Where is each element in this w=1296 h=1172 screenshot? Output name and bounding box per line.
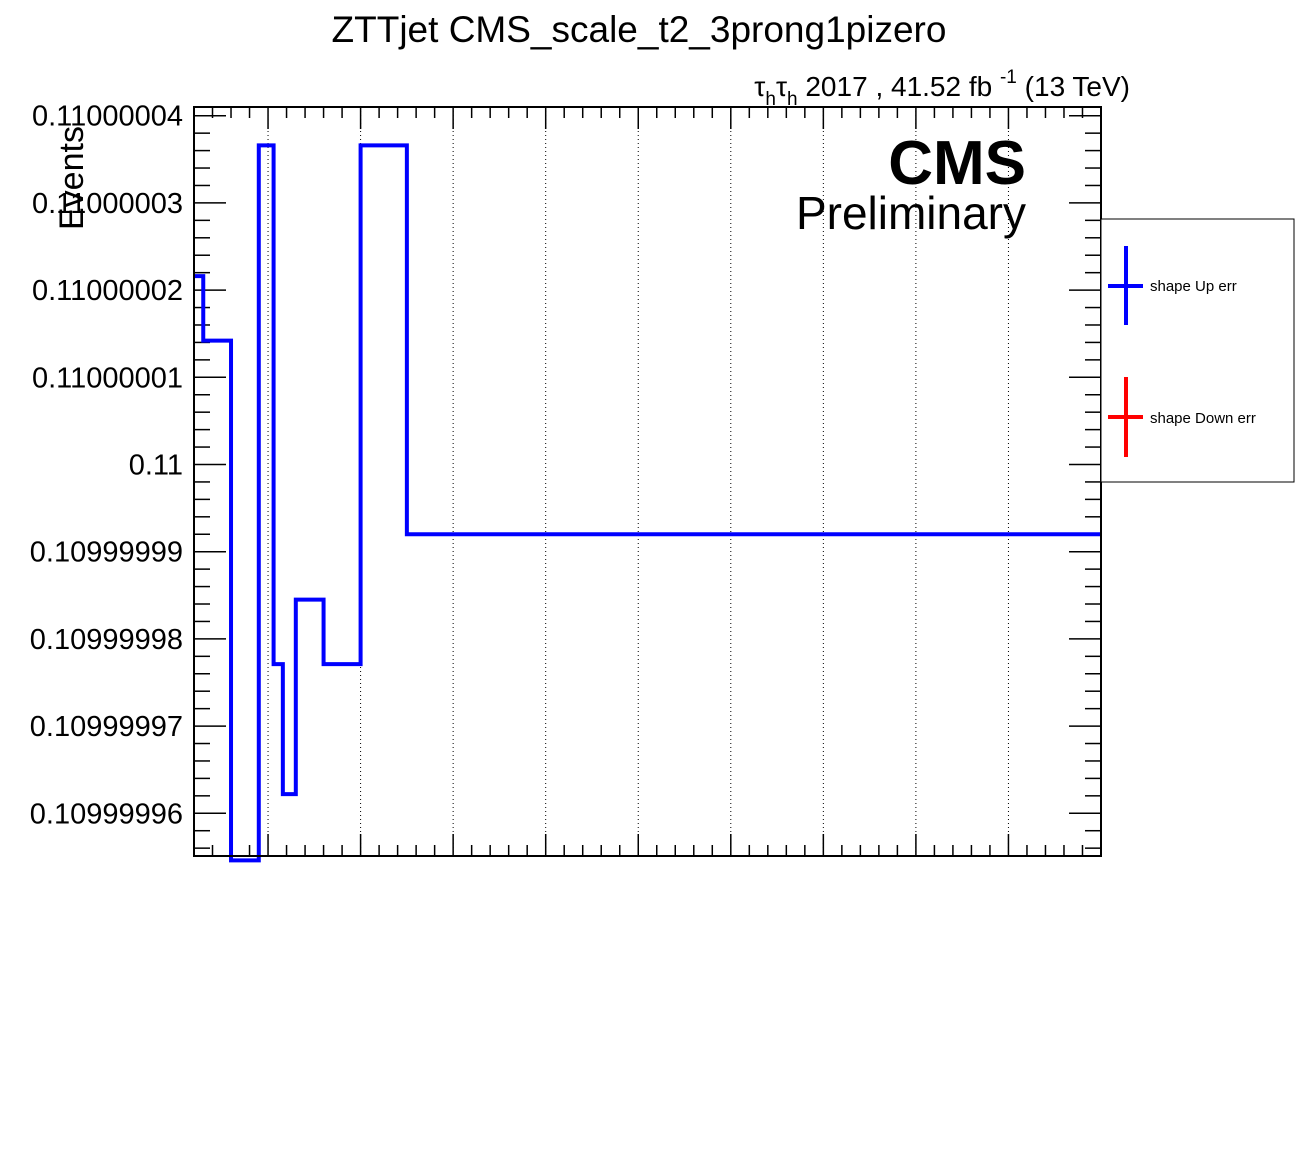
y-axis-ticks [194,114,1101,849]
y-tick-label: 0.10999999 [30,537,183,569]
lumi-channel-symbol-1: τ [754,71,765,102]
lumi-year: 2017 [805,71,867,102]
legend: shape Up err shape Down err [1100,218,1295,483]
lumi-value: , 41.52 fb [875,71,992,102]
lumi-channel-subscript-1: h [765,89,776,110]
y-axis-label: Events [53,126,91,230]
plot-frame-background [194,107,1101,856]
y-tick-label: 0.11000004 [32,101,183,133]
y-tick-label: 0.10999996 [30,798,183,830]
series-layer [194,143,1101,863]
lumi-label: τhτh 2017 , 41.52 fb -1 (13 TeV) [754,67,1130,110]
y-tick-label: 0.11 [129,449,183,481]
y-tick-label: 0.10999998 [30,624,183,656]
y-axis-tick-labels: 0.10999996 0.10999997 0.10999998 0.10999999… [30,101,183,831]
legend-entry-up: shape Up err [1108,246,1237,325]
cms-sublabel: Preliminary [796,187,1026,239]
lumi-channel-subscript-2: h [787,89,798,110]
lumi-energy: (13 TeV) [1025,71,1130,102]
legend-label-up: shape Up err [1150,278,1237,295]
y-tick-label: 0.10999997 [30,711,183,743]
series-line-up [194,143,1101,863]
x-axis-ticks [193,107,1102,856]
y-tick-label: 0.11000003 [32,188,183,220]
cms-label: CMS [888,129,1026,198]
lumi-exponent: -1 [1000,67,1017,88]
chart-title: ZTTjet CMS_scale_t2_3prong1pizero [332,9,947,50]
y-tick-label: 0.11000001 [32,362,183,394]
svg-text:τhτh 2017 , 41.52 fb -1 (13 Te: τhτh 2017 , 41.52 fb -1 (13 TeV) [754,67,1130,110]
legend-entry-down: shape Down err [1108,377,1256,457]
lumi-channel-symbol-2: τ [776,71,787,102]
legend-box [1100,218,1295,483]
y-tick-label: 0.11000002 [32,275,183,307]
legend-label-down: shape Down err [1150,410,1256,427]
